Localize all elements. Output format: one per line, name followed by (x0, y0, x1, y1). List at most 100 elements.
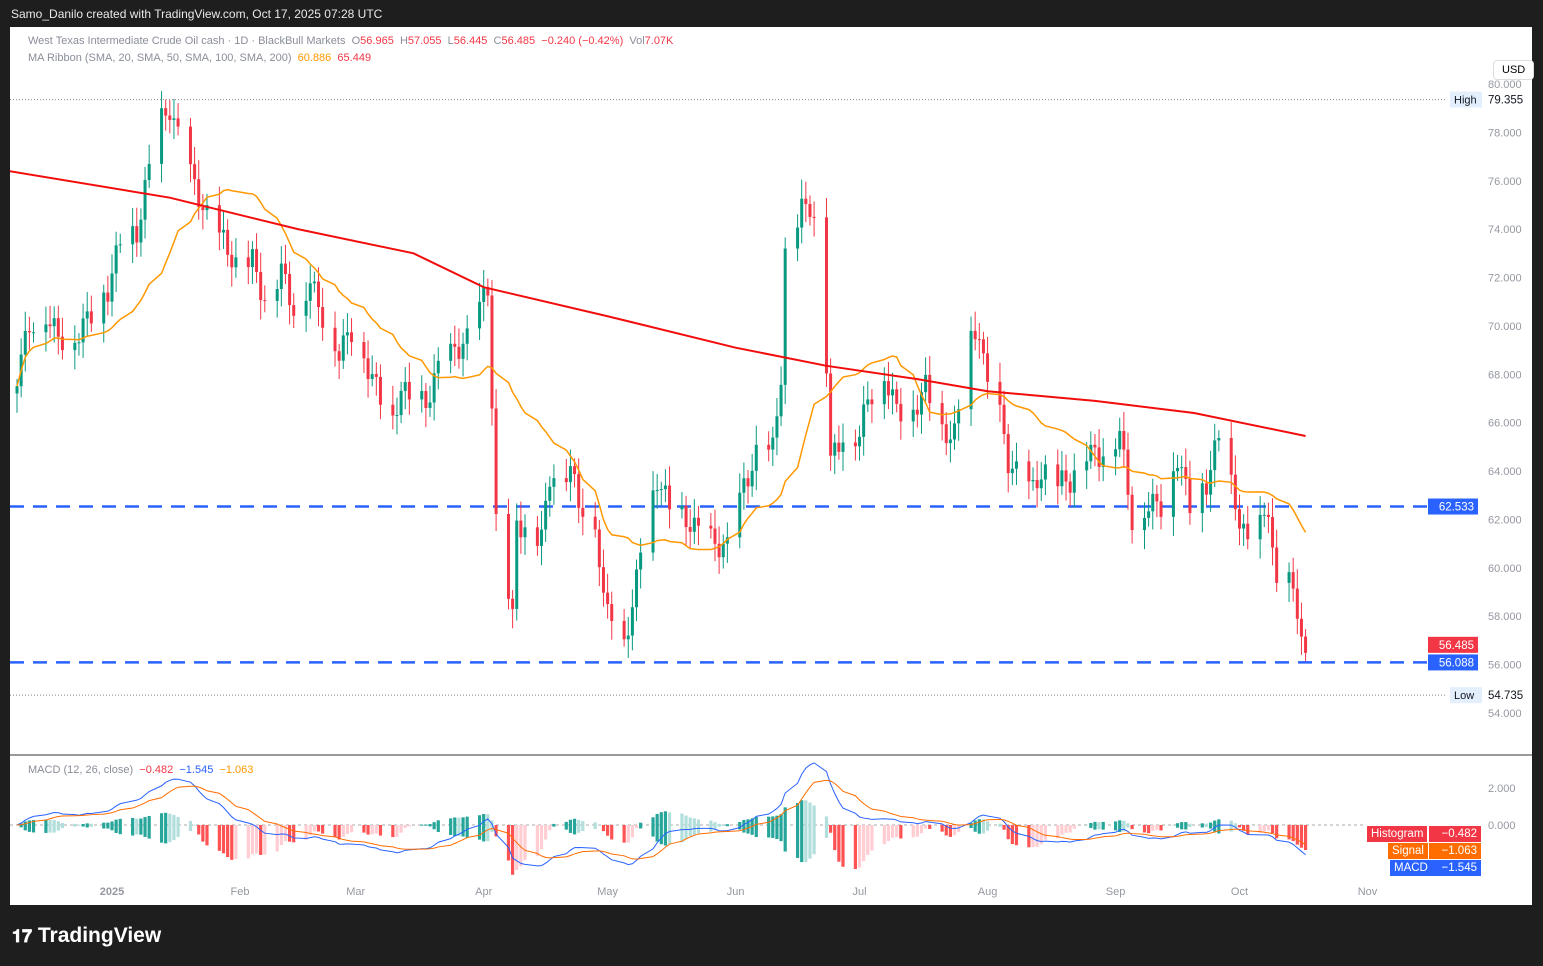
macd-histogram-bar (783, 807, 787, 852)
macd-histogram-bar (135, 818, 139, 835)
candle-body (453, 343, 457, 347)
macd-histogram-bar (684, 815, 688, 840)
macd-histogram-bar (424, 824, 428, 826)
candle-body (940, 403, 944, 425)
macd-histogram-bar (808, 802, 812, 859)
macd-histogram-bar (824, 816, 829, 838)
macd-histogram-bar (283, 825, 288, 842)
macd-histogram-bar (477, 815, 482, 840)
macd-histogram-bar (601, 825, 606, 832)
macd-histogram-bar (795, 803, 800, 858)
macd-histogram-bar (581, 820, 585, 832)
candle-body (610, 604, 614, 621)
candle-body (374, 374, 378, 377)
candle-body (1295, 588, 1299, 619)
macd-histogram-bar (188, 820, 193, 832)
currency-button[interactable]: USD (1493, 60, 1535, 80)
candle-body (102, 292, 106, 324)
candle-body (841, 442, 845, 452)
macd-histogram-bar (630, 825, 634, 838)
macd-histogram-bar (1237, 825, 1242, 828)
candle-body (337, 351, 341, 361)
macd-histogram-bar (147, 815, 151, 839)
candle-body (201, 207, 205, 211)
macd-histogram-bar (1064, 825, 1068, 833)
macd-histogram-bar (924, 825, 928, 829)
candle-body (552, 478, 556, 487)
candle-body (668, 485, 672, 510)
macd-histogram-bar (366, 825, 370, 835)
candle-body (684, 506, 688, 528)
price-chart[interactable]: 80.000 78.000 76.000 74.000 72.000 70.000 68.0… (10, 27, 1532, 905)
candle-body (255, 249, 259, 273)
macd-histogram-bar (1246, 825, 1250, 835)
macd-histogram-bar (56, 821, 60, 831)
chart-panel[interactable]: 80.000 78.000 76.000 74.000 72.000 70.000 68.0… (10, 27, 1535, 905)
macd-histogram-bar (639, 822, 643, 829)
macd-histogram-bar (102, 822, 106, 829)
candle-body (548, 486, 552, 501)
macd-histogram-bar (622, 825, 626, 843)
ma-label: MA Ribbon (SMA, 20, SMA, 50, SMA, 100, S… (28, 52, 292, 64)
candle-body (23, 331, 27, 355)
candle-body (1242, 523, 1246, 529)
candle-body (1064, 470, 1068, 482)
macd-histogram-bar (1126, 823, 1130, 828)
candle-body (1291, 572, 1295, 589)
candle-body (1039, 479, 1043, 489)
macd-histogram-bar (1208, 822, 1213, 829)
macd-histogram-bar (395, 825, 399, 837)
macd-histogram-bar (866, 825, 870, 856)
macd-histogram-bar (114, 819, 118, 833)
candle-body (808, 203, 812, 217)
macd-histogram-bar (453, 817, 457, 837)
macd-histogram-bar (721, 824, 725, 827)
macd-histogram-bar (886, 825, 891, 842)
sma20-line (16, 188, 1307, 551)
candle-body (106, 292, 110, 302)
y-tick-label: 62.000 (1488, 514, 1522, 526)
candle-body (391, 404, 395, 416)
candle-body (886, 381, 890, 396)
candle-body (1176, 467, 1180, 472)
macd-histogram-bar (1262, 825, 1266, 832)
macd-histogram-bar (1266, 825, 1270, 831)
candle-body (292, 305, 296, 316)
macd-histogram-bar (577, 819, 581, 833)
candle-body (465, 328, 469, 344)
candle-body (160, 108, 164, 164)
candle-body (77, 342, 81, 344)
candle-body (246, 257, 250, 268)
macd-histogram-bar (19, 823, 23, 828)
candle-body (283, 263, 287, 275)
candle-body (457, 346, 461, 359)
candle-body (1204, 483, 1208, 495)
x-tick-label: Jun (727, 886, 745, 898)
macd-histogram-bar (862, 825, 866, 862)
candle-body (490, 295, 494, 409)
candle-body (312, 281, 316, 284)
candle-body (1143, 517, 1146, 531)
candle-body (222, 229, 226, 233)
macd-histogram-bar (1229, 820, 1233, 832)
macd-histogram-bar (1097, 822, 1101, 830)
macd-histogram-bar (1242, 825, 1246, 831)
candle-body (717, 543, 721, 558)
macd-histogram-bar (544, 825, 548, 840)
candle-body (1271, 516, 1275, 548)
macd-histogram-bar (275, 825, 279, 852)
candle-body (1262, 514, 1266, 516)
macd-histogram-bar (457, 817, 461, 836)
x-tick-label: 2025 (100, 886, 124, 898)
macd-histogram-bar (378, 825, 383, 836)
candle-body (1304, 636, 1308, 653)
macd-histogram-bar (535, 825, 539, 857)
macd-histogram-bar (709, 820, 713, 832)
macd-histogram-bar (882, 825, 886, 845)
macd-histogram-bar (449, 818, 453, 835)
macd-histogram-bar (370, 825, 374, 835)
macd-histogram-bar (659, 812, 663, 845)
candle-body (27, 331, 31, 333)
candle-body (986, 353, 990, 382)
macd-histogram-bar (81, 823, 85, 827)
